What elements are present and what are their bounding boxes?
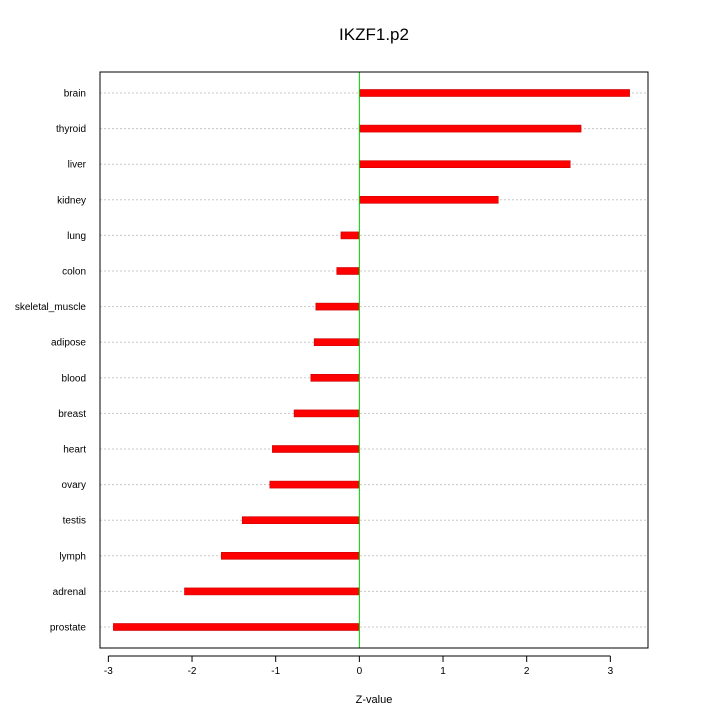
x-tick-label: 1 <box>440 666 446 677</box>
bar-kidney <box>359 196 499 204</box>
category-label-heart: heart <box>63 445 86 456</box>
category-label-lung: lung <box>67 231 86 242</box>
category-label-thyroid: thyroid <box>56 124 86 135</box>
bar-heart <box>272 445 360 453</box>
bar-colon <box>336 267 360 275</box>
category-label-adipose: adipose <box>51 338 86 349</box>
bar-testis <box>241 516 360 525</box>
x-tick-label: 2 <box>524 666 530 677</box>
category-label-lymph: lymph <box>59 551 86 562</box>
bar-lymph <box>221 551 360 560</box>
category-label-skeletal_muscle: skeletal_muscle <box>15 302 87 313</box>
x-tick-label: 0 <box>357 666 363 677</box>
category-label-ovary: ovary <box>62 480 86 491</box>
x-axis-label: Z-value <box>356 694 393 706</box>
category-label-colon: colon <box>62 267 86 278</box>
category-label-brain: brain <box>64 89 86 100</box>
x-axis: -3 -2 -1 0 1 2 3 <box>104 655 614 677</box>
bar-brain <box>359 89 630 97</box>
x-tick-label: 3 <box>608 666 614 677</box>
category-label-kidney: kidney <box>57 195 86 206</box>
bar-prostate <box>113 623 360 631</box>
bars <box>113 89 630 631</box>
bar-adrenal <box>184 587 360 596</box>
category-labels: brain thyroid liver kidney lung colon skeletal… <box>15 89 87 634</box>
category-label-liver: liver <box>68 160 87 171</box>
category-label-adrenal: adrenal <box>53 587 86 598</box>
bar-lung <box>340 231 360 240</box>
x-tick-label: -1 <box>271 666 280 677</box>
x-tick-label: -2 <box>188 666 197 677</box>
bar-breast <box>293 409 360 418</box>
x-tick-label: -3 <box>104 666 113 677</box>
chart-title: IKZF1.p2 <box>339 25 409 44</box>
bar-liver <box>359 160 571 168</box>
category-label-prostate: prostate <box>50 623 87 634</box>
category-label-testis: testis <box>63 516 86 527</box>
bar-ovary <box>269 480 360 489</box>
bar-skeletal_muscle <box>315 302 360 311</box>
category-label-blood: blood <box>62 373 86 384</box>
bar-blood <box>310 373 360 382</box>
bar-adipose <box>313 338 360 347</box>
grid-lines <box>100 92 648 628</box>
bar-thyroid <box>359 124 582 133</box>
category-label-breast: breast <box>58 409 86 420</box>
plot-frame <box>99 71 649 649</box>
